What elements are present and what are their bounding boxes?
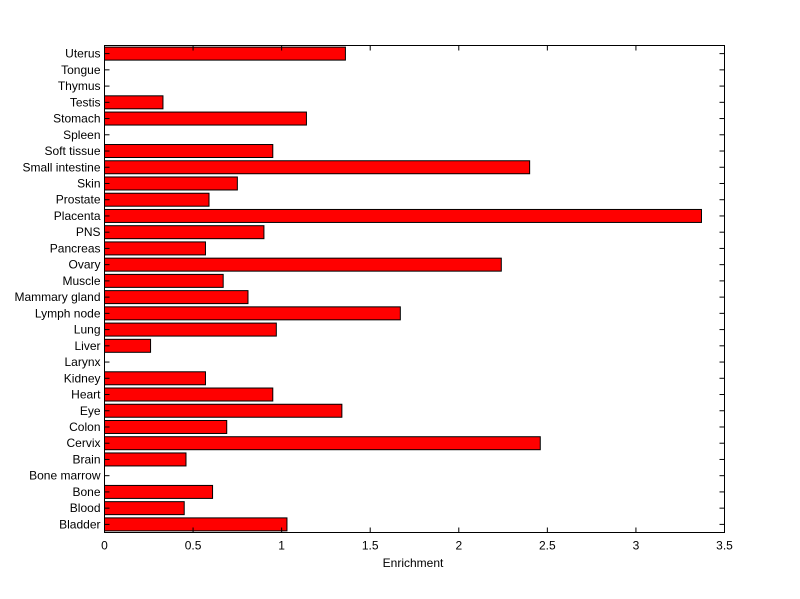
bar-kidney [104,371,206,386]
y-tick-label-soft-tissue: Soft tissue [44,144,100,158]
y-tick-label-muscle: Muscle [62,274,100,288]
ticks-layer: Uterus Tongue Thymus Testis Stomach Spleen Sof… [14,45,733,553]
bar-colon [104,419,228,434]
x-axis-title: Enrichment [383,556,444,570]
y-tick-label-cervix: Cervix [66,436,100,450]
bar-mammary-gland [104,290,249,305]
y-tick-label-placenta: Placenta [54,209,101,223]
bar-liver [104,338,152,353]
x-tick-label-3: 3 [633,539,640,553]
x-tick-label-2-5: 2.5 [539,539,556,553]
y-tick-label-heart: Heart [71,388,101,402]
bar-bone [104,484,214,499]
bar-ovary [104,257,502,272]
y-tick-label-brain: Brain [72,452,100,466]
y-tick-label-kidney: Kidney [64,371,101,385]
y-tick-label-spleen: Spleen [63,128,100,142]
plot-frame [104,45,725,533]
y-tick-label-lung: Lung [74,323,101,337]
bar-placenta [104,208,702,223]
bar-pns [104,225,265,240]
bar-muscle [104,273,224,288]
y-tick-label-prostate: Prostate [56,193,101,207]
y-tick-label-larynx: Larynx [64,355,100,369]
bars-layer [104,46,702,532]
y-tick-label-eye: Eye [80,404,101,418]
bar-lymph-node [104,306,401,321]
x-tick-label-2: 2 [455,539,462,553]
y-tick-label-thymus: Thymus [58,79,101,93]
y-tick-label-stomach: Stomach [53,112,100,126]
bar-pancreas [104,241,206,256]
y-tick-label-small-intestine: Small intestine [22,160,100,174]
bar-blood [104,501,185,516]
y-tick-label-bone: Bone [72,485,100,499]
bar-cervix [104,436,541,451]
bar-eye [104,403,343,418]
x-tick-label-0-5: 0.5 [185,539,202,553]
bar-uterus [104,46,346,61]
y-tick-label-pancreas: Pancreas [50,241,101,255]
y-tick-label-bone-marrow: Bone marrow [29,469,101,483]
bar-prostate [104,192,210,207]
y-tick-label-lymph-node: Lymph node [35,306,101,320]
y-tick-label-skin: Skin [77,176,100,190]
x-tick-label-1-5: 1.5 [362,539,379,553]
y-tick-label-ovary: Ovary [68,258,100,272]
bar-lung [104,322,277,337]
y-tick-label-uterus: Uterus [65,47,100,61]
y-tick-label-colon: Colon [69,420,100,434]
bar-testis [104,95,164,110]
x-tick-label-3-5: 3.5 [716,539,733,553]
bar-stomach [104,111,307,126]
bar-soft-tissue [104,144,274,159]
x-tick-label-1: 1 [278,539,285,553]
bar-heart [104,387,274,402]
y-tick-label-bladder: Bladder [59,517,100,531]
x-tick-label-0: 0 [101,539,108,553]
y-tick-label-blood: Blood [70,501,101,515]
bar-small-intestine [104,160,531,175]
y-tick-label-testis: Testis [70,95,101,109]
y-tick-label-pns: PNS [76,225,101,239]
y-tick-label-liver: Liver [74,339,100,353]
bar-brain [104,452,187,467]
bar-bladder [104,517,288,532]
bar-skin [104,176,238,191]
y-tick-label-tongue: Tongue [61,63,101,77]
y-tick-label-mammary-gland: Mammary gland [14,290,100,304]
